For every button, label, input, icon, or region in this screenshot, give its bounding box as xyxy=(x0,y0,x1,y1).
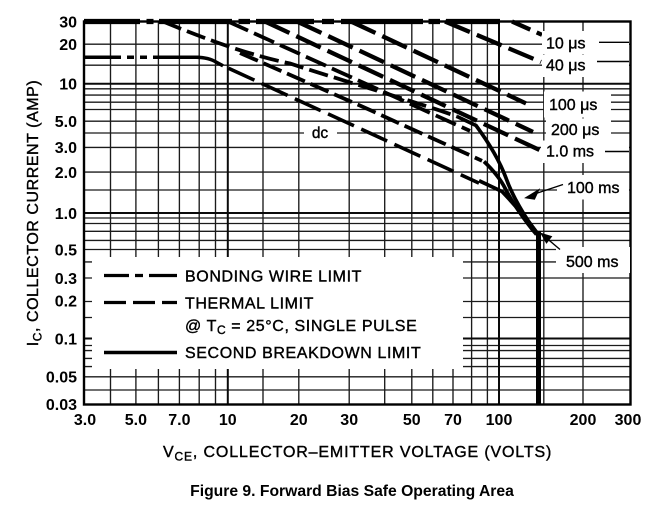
svg-text:SECOND BREAKDOWN LIMIT: SECOND BREAKDOWN LIMIT xyxy=(185,345,421,362)
svg-text:30: 30 xyxy=(59,14,77,31)
svg-text:300: 300 xyxy=(615,412,642,429)
svg-text:0.5: 0.5 xyxy=(55,242,77,259)
svg-text:100 μs: 100 μs xyxy=(549,97,597,114)
svg-text:70: 70 xyxy=(444,412,462,429)
svg-text:40 μs: 40 μs xyxy=(546,58,585,75)
svg-text:BONDING WIRE LIMIT: BONDING WIRE LIMIT xyxy=(185,269,362,286)
svg-text:0.03: 0.03 xyxy=(46,397,77,414)
svg-text:10 μs: 10 μs xyxy=(546,36,585,53)
svg-text:0.3: 0.3 xyxy=(55,271,77,288)
svg-text:3.0: 3.0 xyxy=(55,140,77,157)
svg-text:500 ms: 500 ms xyxy=(566,254,618,271)
svg-text:1.0: 1.0 xyxy=(55,206,77,223)
svg-text:10: 10 xyxy=(59,77,77,94)
svg-text:2.0: 2.0 xyxy=(55,165,77,182)
svg-text:200 μs: 200 μs xyxy=(551,122,599,139)
svg-text:0.05: 0.05 xyxy=(46,370,77,387)
svg-text:10: 10 xyxy=(219,412,237,429)
svg-text:VCE, COLLECTOR–EMITTER VOLTAGE: VCE, COLLECTOR–EMITTER VOLTAGE (VOLTS) xyxy=(163,444,552,464)
svg-text:100: 100 xyxy=(486,412,513,429)
svg-text:3.0: 3.0 xyxy=(74,412,96,429)
svg-text:1.0 ms: 1.0 ms xyxy=(546,144,594,161)
svg-text:100 ms: 100 ms xyxy=(567,180,619,197)
svg-text:dc: dc xyxy=(312,125,329,142)
svg-text:THERMAL LIMIT: THERMAL LIMIT xyxy=(185,296,314,313)
svg-text:200: 200 xyxy=(570,412,597,429)
svg-text:20: 20 xyxy=(59,37,77,54)
svg-text:@ TC = 25°C, SINGLE PULSE: @ TC = 25°C, SINGLE PULSE xyxy=(185,318,417,337)
svg-text:50: 50 xyxy=(403,412,421,429)
svg-text:Figure 9. Forward Bias Safe Op: Figure 9. Forward Bias Safe Operating Ar… xyxy=(190,483,514,500)
svg-text:0.1: 0.1 xyxy=(55,331,77,348)
svg-text:IC, COLLECTOR CURRENT (AMP): IC, COLLECTOR CURRENT (AMP) xyxy=(25,80,45,347)
svg-text:7.0: 7.0 xyxy=(168,412,190,429)
svg-text:5.0: 5.0 xyxy=(125,412,147,429)
svg-text:0.2: 0.2 xyxy=(55,293,77,310)
svg-text:30: 30 xyxy=(340,412,358,429)
svg-text:20: 20 xyxy=(290,412,308,429)
svg-text:5.0: 5.0 xyxy=(55,114,77,131)
